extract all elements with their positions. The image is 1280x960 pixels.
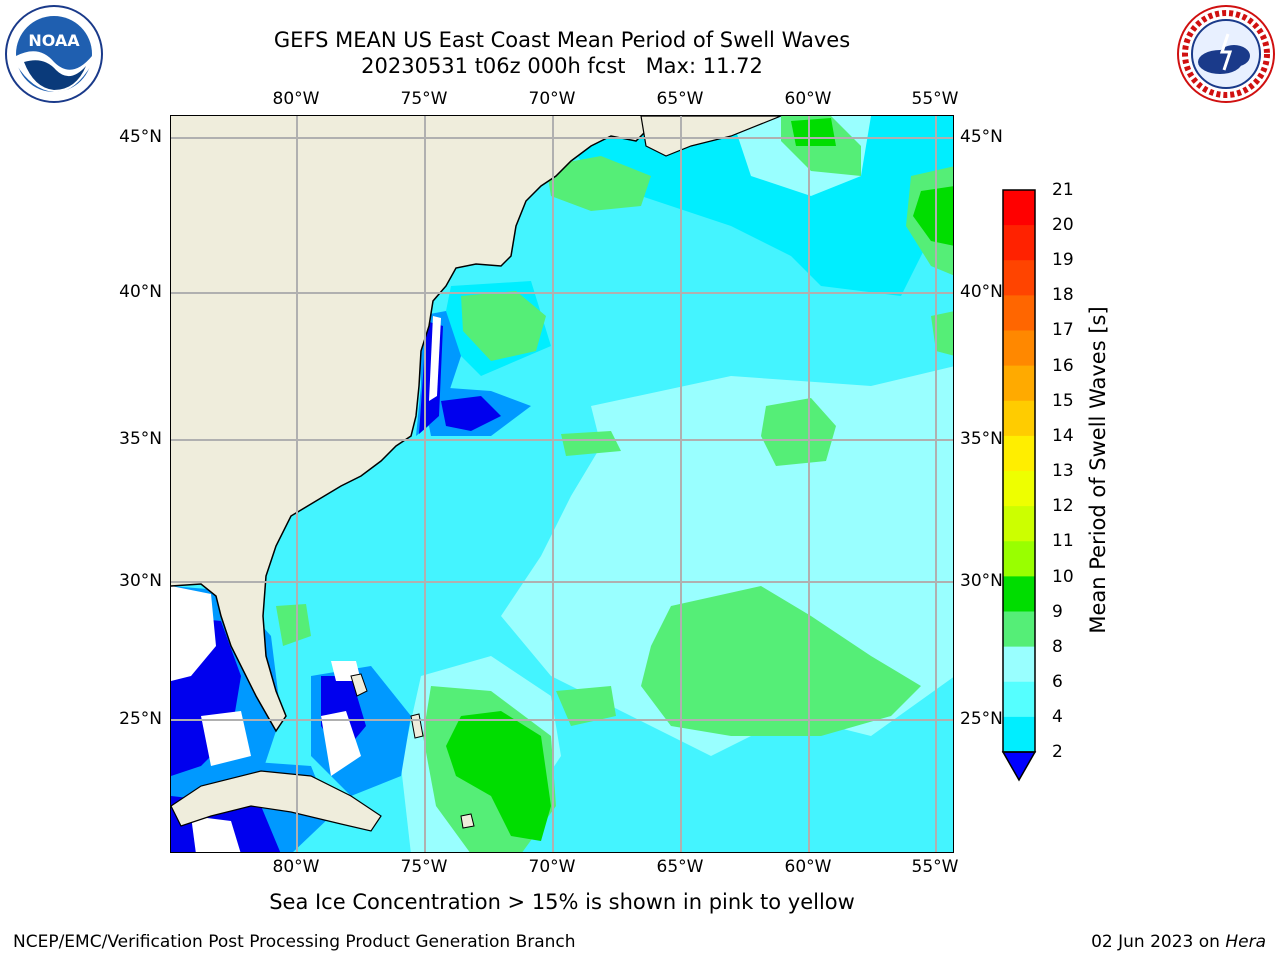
chart-subtitle: 20230531 t06z 000h fcst Max: 11.72 (361, 54, 763, 78)
lon-label-bottom: 75°W (400, 857, 448, 877)
colorbar-cell (1003, 716, 1035, 753)
colorbar-tick-label: 6 (1052, 672, 1063, 692)
lat-label-left: 40°N (119, 282, 162, 302)
colorbar-extend-arrow (1001, 751, 1037, 782)
colorbar-tick-label: 9 (1052, 602, 1063, 622)
footer-date: 02 Jun 2023 on Hera (1091, 932, 1266, 952)
lat-label-right: 30°N (960, 571, 1003, 591)
colorbar-cell (1003, 506, 1035, 542)
lat-label-left: 25°N (119, 709, 162, 729)
colorbar-cell (1003, 681, 1035, 718)
land-nova-scotia (640, 116, 782, 157)
map-panel (170, 115, 954, 853)
lat-label-left: 35°N (119, 429, 162, 449)
colorbar-tick-label: 21 (1052, 180, 1074, 200)
map-canvas (171, 116, 953, 852)
colorbar-cell (1003, 435, 1035, 472)
lon-label-top: 80°W (272, 89, 320, 109)
land-bahamas (460, 813, 475, 829)
field-9-10s (641, 586, 921, 736)
lon-label-bottom: 80°W (272, 857, 320, 877)
graticule (171, 116, 953, 852)
field-10-11s (791, 118, 836, 146)
colorbar-cell (1003, 400, 1035, 437)
colorbar-cell (1003, 190, 1035, 226)
shallow-area (191, 816, 241, 852)
lon-label-top: 60°W (784, 89, 832, 109)
land-us-east-coast (171, 116, 661, 731)
field-10-11s (446, 711, 551, 841)
lat-label-right: 45°N (960, 127, 1003, 147)
lat-label-left: 30°N (119, 571, 162, 591)
colorbar-tick-label: 13 (1052, 461, 1074, 481)
colorbar-tick-label: 10 (1052, 567, 1074, 587)
colorbar-tick-label: 17 (1052, 320, 1074, 340)
svg-text:NOAA: NOAA (28, 31, 80, 50)
colorbar-tick-label: 16 (1052, 356, 1074, 376)
lon-label-top: 65°W (656, 89, 704, 109)
lon-label-bottom: 70°W (528, 857, 576, 877)
colorbar-tick-label: 11 (1052, 531, 1074, 551)
colorbar-tick-label: 14 (1052, 426, 1074, 446)
land-cuba (171, 770, 382, 832)
colorbar-cell (1003, 330, 1035, 367)
shallow-area (321, 711, 361, 776)
colorbar-cell (1003, 295, 1035, 331)
field-10-11s (913, 186, 953, 246)
footer-date-text: 02 Jun 2023 on (1091, 932, 1226, 952)
chart-title: GEFS MEAN US East Coast Mean Period of S… (273, 28, 851, 52)
field-9-10s (546, 156, 651, 211)
land-bahamas (350, 673, 368, 697)
field-9-10s (276, 604, 311, 646)
lon-label-bottom: 65°W (656, 857, 704, 877)
lon-label-bottom: 60°W (784, 857, 832, 877)
colorbar-tick-label: 18 (1052, 285, 1074, 305)
colorbar-label: Mean Period of Swell Waves [s] (1086, 306, 1110, 634)
colorbar-tick-label: 15 (1052, 391, 1074, 411)
field-below-2s (441, 396, 501, 431)
colorbar-cell (1003, 646, 1035, 683)
lat-label-right: 40°N (960, 282, 1003, 302)
colorbar-cell (1003, 365, 1035, 402)
colorbar-cell (1003, 611, 1035, 648)
colorbar-tick-label: 2 (1052, 742, 1063, 762)
sea-ice-note: Sea Ice Concentration > 15% is shown in … (269, 890, 855, 914)
colorbar-cell (1003, 541, 1035, 577)
field-4-6s (781, 186, 931, 296)
lat-label-left: 45°N (119, 127, 162, 147)
colorbar-cell (1003, 260, 1035, 296)
colorbar-tick-label: 4 (1052, 707, 1063, 727)
shallow-area (171, 586, 216, 681)
colorbar-tick-label: 20 (1052, 215, 1074, 235)
lat-label-right: 25°N (960, 709, 1003, 729)
colorbar-outline (1002, 189, 1036, 753)
colorbar-tick-label: 19 (1052, 250, 1074, 270)
lon-label-top: 75°W (400, 89, 448, 109)
colorbar (1001, 189, 1037, 782)
lon-label-bottom: 55°W (911, 857, 959, 877)
colorbar-cells (1003, 190, 1035, 753)
footer-host: Hera (1225, 932, 1266, 952)
lon-label-top: 70°W (528, 89, 576, 109)
shallow-area (429, 316, 441, 401)
colorbar-cell (1003, 576, 1035, 612)
field-9-10s (461, 291, 546, 361)
field-9-10s (561, 431, 621, 456)
shallow-area (201, 711, 251, 766)
colorbar-tick-label: 8 (1052, 637, 1063, 657)
colorbar-cell (1003, 225, 1035, 261)
coastline (171, 116, 662, 733)
colorbar-tick-label: 12 (1052, 496, 1074, 516)
noaa-logo: NOAA (5, 5, 103, 103)
lon-label-top: 55°W (911, 89, 959, 109)
field-9-10s (556, 686, 616, 726)
field-9-10s (761, 398, 836, 466)
footer-credit: NCEP/EMC/Verification Post Processing Pr… (13, 932, 576, 952)
nws-logo (1177, 5, 1275, 103)
colorbar-cell (1003, 471, 1035, 507)
lat-label-right: 35°N (960, 429, 1003, 449)
